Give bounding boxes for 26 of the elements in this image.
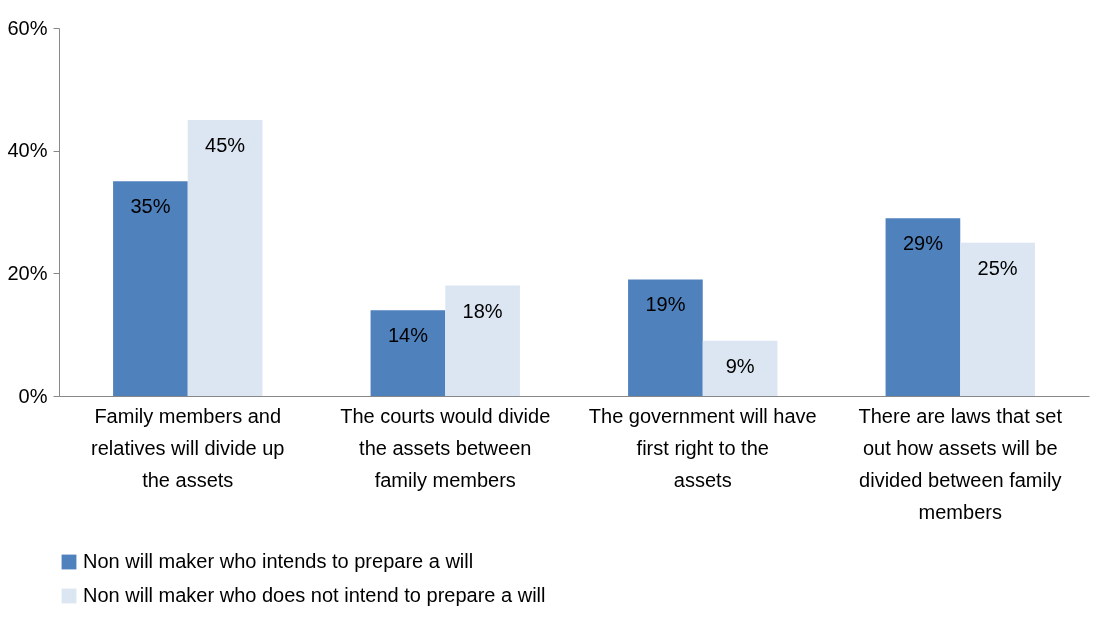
bar bbox=[960, 242, 1035, 396]
data-label: 9% bbox=[725, 354, 755, 377]
data-label: 35% bbox=[130, 195, 171, 218]
bar bbox=[370, 310, 446, 396]
data-label: 29% bbox=[902, 232, 944, 255]
bar bbox=[885, 218, 961, 396]
y-tick-label: 20% bbox=[7, 261, 48, 284]
x-tick-label: The courts would divide the assets between family members bbox=[340, 404, 551, 491]
y-tick-label: 40% bbox=[7, 139, 48, 162]
legend-label: Non will maker who intends to prepare a will bbox=[83, 550, 474, 572]
y-tick-label: 0% bbox=[18, 384, 48, 407]
x-tick-label: There are laws that set out how assets will be divided between family members bbox=[858, 404, 1063, 523]
data-label: 19% bbox=[645, 293, 686, 316]
bar bbox=[445, 285, 520, 396]
y-tick-label: 60% bbox=[7, 16, 48, 39]
x-tick-label: Family members and relatives will divide up the assets bbox=[91, 404, 285, 491]
data-label: 18% bbox=[462, 299, 503, 322]
data-label: 45% bbox=[205, 134, 246, 156]
bar bbox=[187, 120, 263, 396]
bar bbox=[113, 181, 188, 396]
bar bbox=[702, 340, 778, 396]
bar bbox=[628, 279, 703, 396]
x-tick-label: The government will have first right to the assets bbox=[588, 404, 817, 491]
legend-label: Non will maker who does not intend to prepare a will bbox=[83, 584, 546, 606]
data-label: 14% bbox=[387, 324, 429, 347]
data-label: 25% bbox=[977, 256, 1018, 279]
